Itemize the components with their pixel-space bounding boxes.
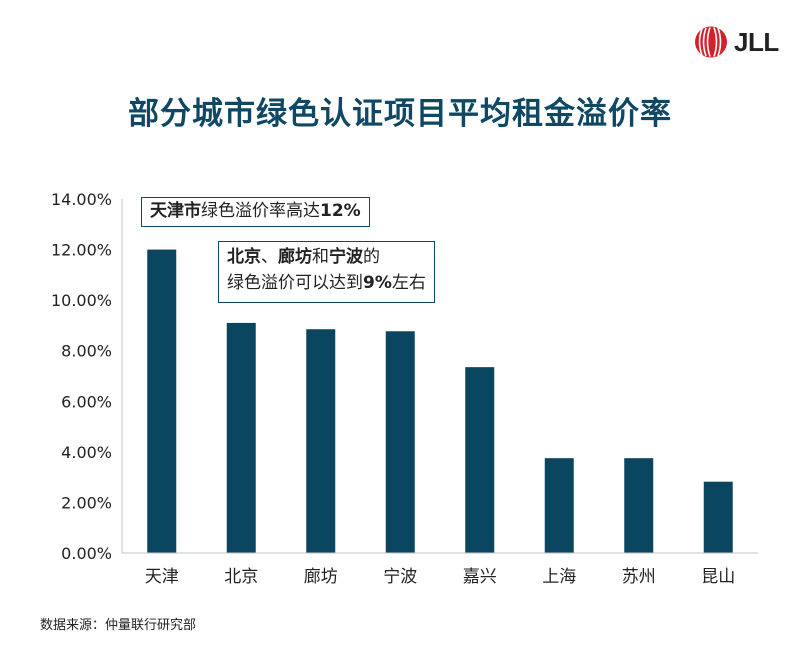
y-tick-label: 0.00%	[61, 544, 112, 563]
annotation-sep-1: 、	[261, 247, 278, 267]
bar	[147, 249, 177, 554]
bar	[306, 329, 336, 553]
annotation-other-cities: 北京、廊坊和宁波的 绿色溢价可以达到9%左右	[218, 241, 435, 303]
annotation-city-beijing: 北京	[227, 247, 261, 267]
annotation-tianjin: 天津市绿色溢价率高达12%	[141, 197, 370, 227]
jll-logo: JLL	[693, 25, 779, 59]
annotation-sep-2: 和	[312, 247, 329, 267]
annotation-city: 天津市	[150, 201, 201, 221]
annotation-city-langfang: 廊坊	[278, 247, 312, 267]
annotation-value: 12%	[320, 201, 361, 221]
x-tick-label: 廊坊	[304, 567, 338, 587]
x-tick-label: 上海	[542, 567, 576, 587]
y-tick-label: 2.00%	[61, 493, 112, 512]
y-tick-label: 12.00%	[51, 241, 112, 260]
y-tick-label: 6.00%	[61, 392, 112, 411]
y-tick-label: 4.00%	[61, 443, 112, 462]
annotation-text-2: 绿色溢价可以达到	[227, 273, 363, 293]
annotation-tail-1: 的	[363, 247, 380, 267]
y-tick-label: 10.00%	[51, 291, 112, 310]
x-tick-label: 嘉兴	[463, 567, 497, 587]
x-tick-label: 宁波	[383, 567, 417, 587]
bar	[465, 367, 495, 553]
logo-text: JLL	[734, 26, 779, 57]
annotation-value-2: 9%	[363, 273, 392, 293]
y-tick-label: 8.00%	[61, 342, 112, 361]
annotation-city-ningbo: 宁波	[329, 247, 363, 267]
data-source: 数据来源：仲量联行研究部	[40, 618, 197, 633]
annotation-line-2: 绿色溢价可以达到9%左右	[227, 270, 426, 296]
chart-title: 部分城市绿色认证项目平均租金溢价率	[128, 96, 672, 132]
bar	[226, 322, 256, 553]
annotation-text: 绿色溢价率高达	[201, 201, 320, 221]
bar	[703, 481, 733, 553]
annotation-tail-2: 左右	[391, 273, 426, 293]
x-tick-label: 天津	[145, 567, 179, 587]
bar	[544, 458, 574, 553]
x-tick-label: 苏州	[622, 567, 656, 587]
y-tick-label: 14.00%	[51, 190, 112, 209]
x-tick-label: 昆山	[701, 567, 735, 587]
bar	[624, 458, 654, 553]
bar	[385, 331, 415, 553]
jll-logo-icon	[695, 26, 727, 58]
annotation-line-1: 北京、廊坊和宁波的	[227, 244, 426, 270]
x-tick-label: 北京	[224, 567, 258, 587]
